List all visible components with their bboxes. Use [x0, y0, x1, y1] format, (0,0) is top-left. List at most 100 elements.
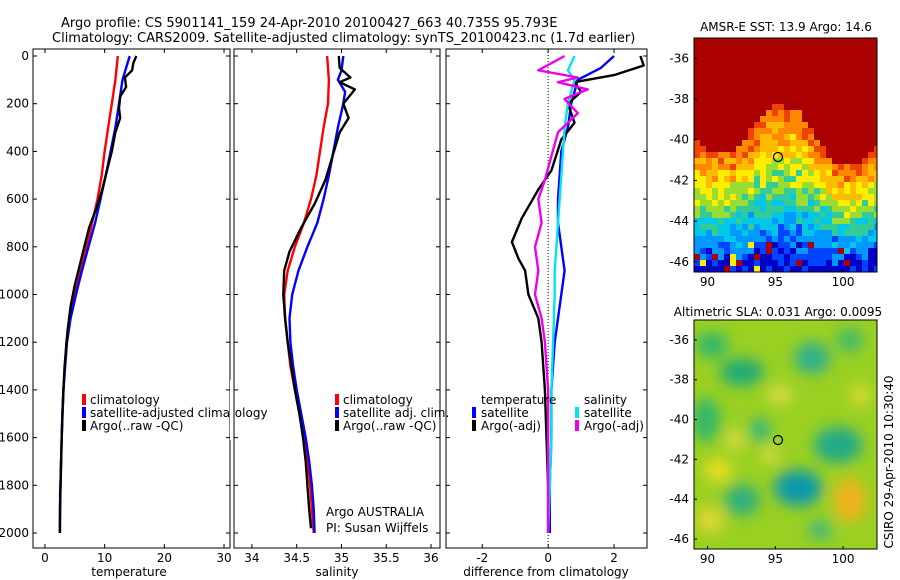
sst-cell [784, 104, 791, 111]
sst-cell [730, 74, 737, 81]
sst-cell [832, 194, 839, 201]
sst-cell [706, 236, 713, 243]
map-x-tick-label: 100 [832, 275, 855, 289]
x-tick-label: 35 [334, 551, 349, 565]
legend-title-temperature: temperature [481, 393, 556, 407]
sst-cell [748, 218, 755, 225]
sst-cell [718, 146, 725, 153]
sst-cell [802, 260, 809, 267]
sst-cell [736, 266, 743, 272]
sla-blob [814, 427, 862, 463]
sst-cell [778, 92, 785, 99]
map-x-tick-label: 90 [700, 552, 715, 566]
sst-cell [844, 92, 851, 99]
sst-cell [724, 134, 731, 141]
sst-cell [820, 80, 827, 87]
sst-cell [838, 266, 845, 272]
sst-cell [844, 104, 851, 111]
sst-cell [694, 68, 701, 75]
sst-cell [766, 104, 773, 111]
sst-cell [718, 152, 725, 159]
sst-cell [820, 182, 827, 189]
sst-cell [712, 44, 719, 51]
sst-cell [796, 224, 803, 231]
sst-cell [754, 50, 761, 57]
difference-xlabel: difference from climatology [463, 565, 629, 579]
sst-cell [808, 254, 815, 261]
sst-cell [808, 56, 815, 63]
sst-cell [694, 122, 701, 129]
sst-cell [730, 152, 737, 159]
sst-cell [784, 80, 791, 87]
sst-cell [856, 218, 863, 225]
sst-cell [838, 224, 845, 231]
sst-cell [862, 74, 869, 81]
sst-cell [706, 50, 713, 57]
sst-cell [796, 62, 803, 69]
sst-cell [736, 206, 743, 213]
sst-cell [790, 176, 797, 183]
sst-cell [718, 260, 725, 267]
sst-cell [814, 242, 821, 249]
sst-cell [874, 242, 877, 249]
sst-cell [694, 140, 701, 147]
sst-cell [706, 260, 713, 267]
sst-cell [730, 68, 737, 75]
sst-cell [844, 122, 851, 129]
sst-cell [868, 164, 875, 171]
sst-cell [856, 158, 863, 165]
sst-cell [736, 212, 743, 219]
sst-cell [730, 194, 737, 201]
sst-cell [856, 134, 863, 141]
sst-cell [802, 218, 809, 225]
sst-cell [850, 236, 857, 243]
sst-cell [808, 236, 815, 243]
sst-cell [850, 224, 857, 231]
sst-cell [760, 158, 767, 165]
sst-cell [796, 98, 803, 105]
sst-cell [862, 104, 869, 111]
sst-cell [760, 50, 767, 57]
sst-cell [712, 98, 719, 105]
sst-cell [874, 50, 877, 57]
sst-cell [808, 128, 815, 135]
sst-cell [844, 146, 851, 153]
sst-cell [832, 158, 839, 165]
sst-cell [796, 104, 803, 111]
sst-cell [784, 74, 791, 81]
sst-cell [802, 44, 809, 51]
sst-cell [694, 248, 701, 255]
sst-cell [784, 260, 791, 267]
sst-cell [850, 260, 857, 267]
sst-cell [856, 176, 863, 183]
sst-cell [694, 242, 701, 249]
sst-cell [814, 266, 821, 272]
sst-cell [718, 254, 725, 261]
sst-cell [826, 92, 833, 99]
sst-cell [814, 44, 821, 51]
sst-cell [790, 152, 797, 159]
sst-cell [712, 188, 719, 195]
sst-cell [856, 140, 863, 147]
y-tick-label: 1800 [0, 478, 29, 492]
sst-cell [844, 164, 851, 171]
sst-cell [718, 92, 725, 99]
sst-cell [778, 152, 785, 159]
sst-cell [802, 152, 809, 159]
sst-cell [832, 62, 839, 69]
sst-cell [706, 266, 713, 272]
sst-cell [838, 74, 845, 81]
sst-cell [844, 152, 851, 159]
sst-cell [760, 44, 767, 51]
sst-cell [778, 86, 785, 93]
sst-cell [796, 212, 803, 219]
sst-cell [856, 152, 863, 159]
sst-cell [832, 164, 839, 171]
sst-cell [772, 182, 779, 189]
sst-cell [700, 266, 707, 272]
sst-cell [712, 266, 719, 272]
sst-cell [700, 50, 707, 57]
sst-cell [742, 200, 749, 207]
sst-cell [862, 224, 869, 231]
sst-cell [868, 194, 875, 201]
